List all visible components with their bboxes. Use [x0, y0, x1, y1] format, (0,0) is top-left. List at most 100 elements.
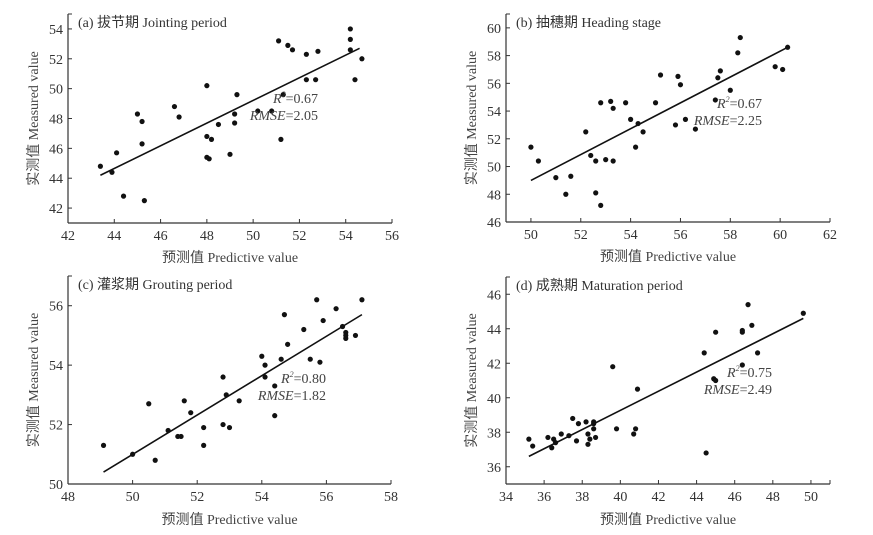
y-axis-title: 实测值 Measured value — [26, 313, 42, 448]
data-point — [359, 297, 365, 303]
x-tick-label: 46 — [154, 229, 168, 244]
data-point — [255, 108, 261, 114]
y-tick-label: 56 — [49, 300, 63, 315]
data-point — [313, 77, 319, 83]
panel-title: (d) 成熟期 Maturation period — [516, 278, 683, 294]
data-point — [535, 158, 542, 164]
data-point — [657, 72, 664, 78]
data-point — [598, 100, 604, 106]
data-point — [97, 163, 103, 169]
r-squared-symbol: R — [272, 92, 282, 107]
data-point — [201, 424, 207, 431]
x-tick-label: 58 — [723, 228, 737, 243]
y-tick-label: 54 — [49, 359, 63, 374]
r-squared-label: R2=0.80 — [280, 370, 326, 387]
data-point — [232, 111, 238, 117]
data-point — [343, 332, 349, 339]
data-point — [280, 92, 286, 98]
r-squared-symbol: R — [280, 372, 290, 387]
data-point — [109, 169, 115, 175]
data-point — [592, 434, 599, 441]
data-point — [234, 92, 240, 98]
y-tick-label: 46 — [487, 288, 501, 303]
data-point — [727, 87, 733, 93]
y-tick-label: 52 — [49, 419, 63, 434]
y-tick-label: 50 — [49, 478, 63, 493]
data-point — [352, 77, 358, 83]
data-point — [134, 111, 141, 117]
y-tick-label: 52 — [49, 53, 63, 68]
data-point — [552, 440, 559, 446]
data-point — [749, 322, 755, 328]
rmse-value: =2.49 — [740, 383, 772, 398]
panel-d: 34 36 38 40 42 44 46 48 50 36 38 40 42 44 46 (d) 成熟期 Ma… — [464, 276, 831, 528]
data-point — [675, 73, 681, 79]
data-point — [272, 413, 278, 419]
x-tick-label: 54 — [339, 229, 353, 244]
data-point — [100, 442, 107, 448]
data-point — [223, 392, 229, 398]
data-point — [715, 75, 721, 81]
data-point — [152, 457, 158, 463]
data-point — [333, 306, 339, 312]
r-squared-label: R2=0.67 — [272, 90, 318, 107]
data-point — [652, 100, 659, 106]
data-point — [610, 364, 616, 370]
data-point — [285, 341, 291, 347]
x-tick-label: 56 — [319, 490, 333, 505]
y-tick-label: 54 — [49, 23, 63, 38]
data-point — [139, 118, 145, 125]
x-tick-label: 50 — [126, 490, 140, 505]
regression-line — [528, 317, 804, 458]
data-point — [593, 190, 599, 196]
rmse-symbol: RMSE — [703, 383, 740, 398]
data-point — [588, 152, 594, 159]
data-point — [635, 120, 641, 127]
data-point — [165, 427, 171, 434]
data-point — [745, 302, 751, 308]
panel-title: (a) 拔节期 Jointing period — [78, 15, 227, 31]
data-point — [301, 326, 307, 333]
data-point — [220, 421, 226, 428]
data-point — [307, 356, 313, 362]
rmse-label: RMSE=2.49 — [703, 383, 772, 398]
data-point — [339, 323, 346, 330]
x-tick-label: 62 — [823, 228, 837, 243]
data-point — [613, 426, 620, 432]
y-tick-label: 46 — [49, 142, 63, 157]
data-point — [347, 26, 353, 32]
data-point — [347, 47, 353, 53]
data-point — [608, 98, 614, 104]
y-tick-label: 60 — [487, 22, 501, 37]
y-axis-title: 实测值 Measured value — [464, 313, 480, 448]
rmse-value: =2.25 — [730, 114, 762, 129]
x-tick-label: 50 — [524, 228, 538, 243]
data-point — [568, 173, 574, 179]
y-tick-label: 58 — [487, 50, 501, 65]
r-squared-superscript: 2 — [736, 364, 740, 373]
data-point — [130, 451, 136, 457]
r-squared-label: R2=0.67 — [716, 95, 762, 112]
data-point — [583, 129, 589, 135]
r-squared-value: =0.80 — [294, 372, 326, 387]
y-tick-label: 42 — [49, 202, 63, 217]
data-point — [303, 51, 309, 57]
data-point — [347, 36, 353, 42]
r-squared-symbol: R — [716, 97, 726, 112]
data-point — [739, 362, 745, 368]
x-axis-title: 预测值 Predictive value — [161, 512, 297, 528]
data-point — [701, 350, 707, 356]
regression-line — [530, 46, 788, 182]
rmse-symbol: RMSE — [249, 109, 286, 124]
x-axis-title: 预测值 Predictive value — [162, 250, 298, 266]
data-point — [553, 175, 559, 181]
x-tick-label: 48 — [766, 490, 780, 505]
data-point — [591, 419, 597, 425]
x-tick-label: 54 — [624, 228, 638, 243]
y-tick-label: 48 — [49, 113, 63, 128]
x-axis-title: 预测值 Predictive value — [600, 512, 736, 528]
panel-title: (b) 抽穗期 Heading stage — [516, 15, 661, 31]
x-tick-label: 36 — [537, 490, 551, 505]
data-point — [528, 144, 534, 150]
